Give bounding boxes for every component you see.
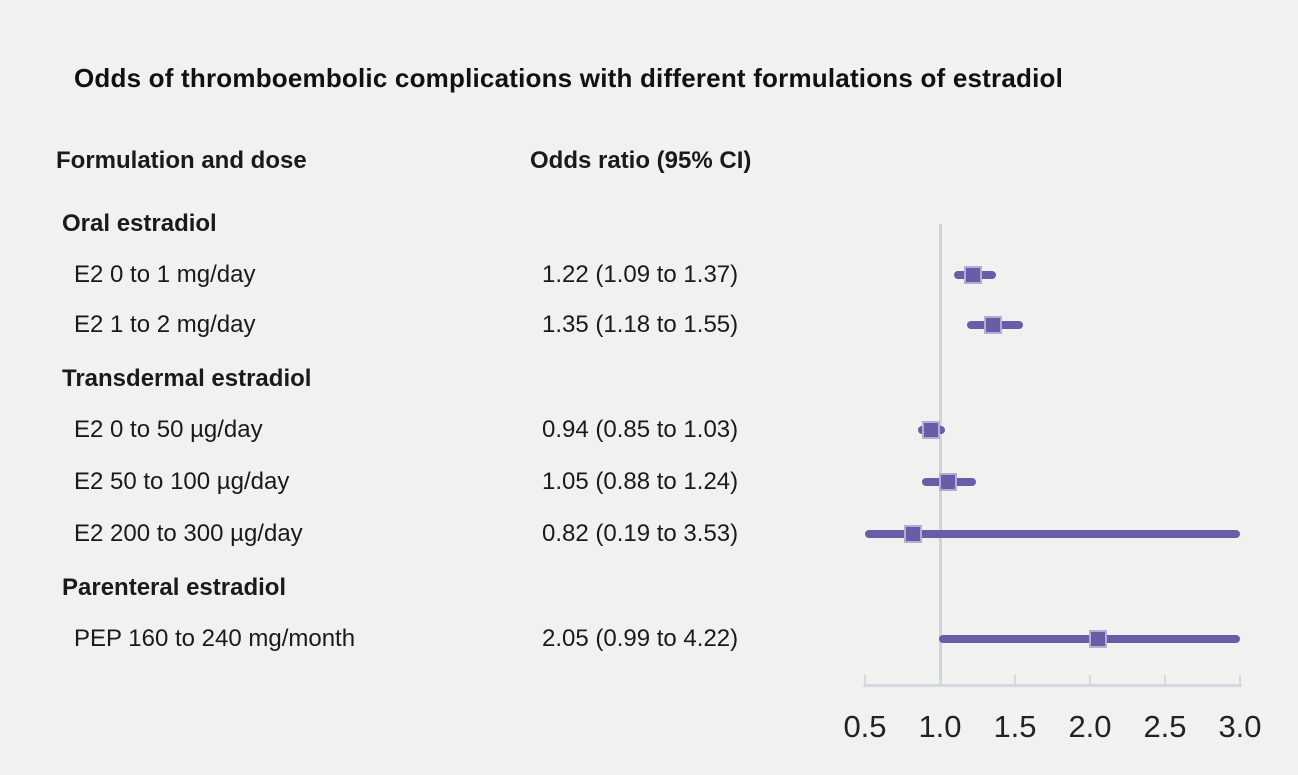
ci-line [865, 530, 1240, 538]
axis-tick [864, 675, 866, 684]
axis-tick-label: 3.0 [1218, 709, 1262, 744]
row-odds-ratio-value: 1.35 (1.18 to 1.55) [542, 311, 739, 338]
axis-tick-label: 2.5 [1143, 709, 1187, 744]
axis-tick [1239, 675, 1241, 684]
row-odds-ratio-value: 1.05 (0.88 to 1.24) [542, 468, 739, 495]
axis-tick [1164, 675, 1166, 684]
point-estimate-marker [964, 266, 982, 284]
row-group-label: Parenteral estradiol [62, 574, 287, 601]
row-group-label: Transdermal estradiol [62, 365, 312, 392]
figure-title: Odds of thromboembolic complications wit… [74, 63, 1064, 93]
row-odds-ratio-value: 0.94 (0.85 to 1.03) [542, 416, 739, 443]
row-odds-ratio-value: 0.82 (0.19 to 3.53) [542, 520, 739, 547]
axis-tick [1089, 675, 1091, 684]
row-item-label: E2 0 to 50 µg/day [74, 416, 263, 443]
point-estimate-marker [922, 421, 940, 439]
point-estimate-marker [1088, 630, 1107, 648]
row-item-label: E2 1 to 2 mg/day [74, 311, 256, 338]
column-header-odds-ratio: Odds ratio (95% CI) [530, 147, 752, 174]
point-estimate-marker [983, 316, 1002, 334]
axis-tick [1014, 675, 1016, 684]
row-item-label: E2 50 to 100 µg/day [74, 468, 290, 495]
row-item-label: E2 200 to 300 µg/day [74, 520, 303, 547]
row-item-label: PEP 160 to 240 mg/month [74, 625, 356, 652]
axis-tick-label: 0.5 [843, 709, 887, 744]
row-item-label: E2 0 to 1 mg/day [74, 261, 256, 288]
axis-tick-label: 2.0 [1068, 709, 1112, 744]
axis-tick [939, 675, 941, 684]
axis-tick-label: 1.0 [918, 709, 962, 744]
x-axis-line [863, 684, 1242, 687]
column-header-formulation: Formulation and dose [56, 147, 307, 174]
point-estimate-marker [938, 473, 957, 491]
point-estimate-marker [904, 525, 922, 543]
row-group-label: Oral estradiol [62, 210, 217, 237]
row-odds-ratio-value: 1.22 (1.09 to 1.37) [542, 261, 739, 288]
axis-tick-label: 1.5 [993, 709, 1037, 744]
row-odds-ratio-value: 2.05 (0.99 to 4.22) [542, 625, 739, 652]
reference-line [939, 224, 942, 686]
